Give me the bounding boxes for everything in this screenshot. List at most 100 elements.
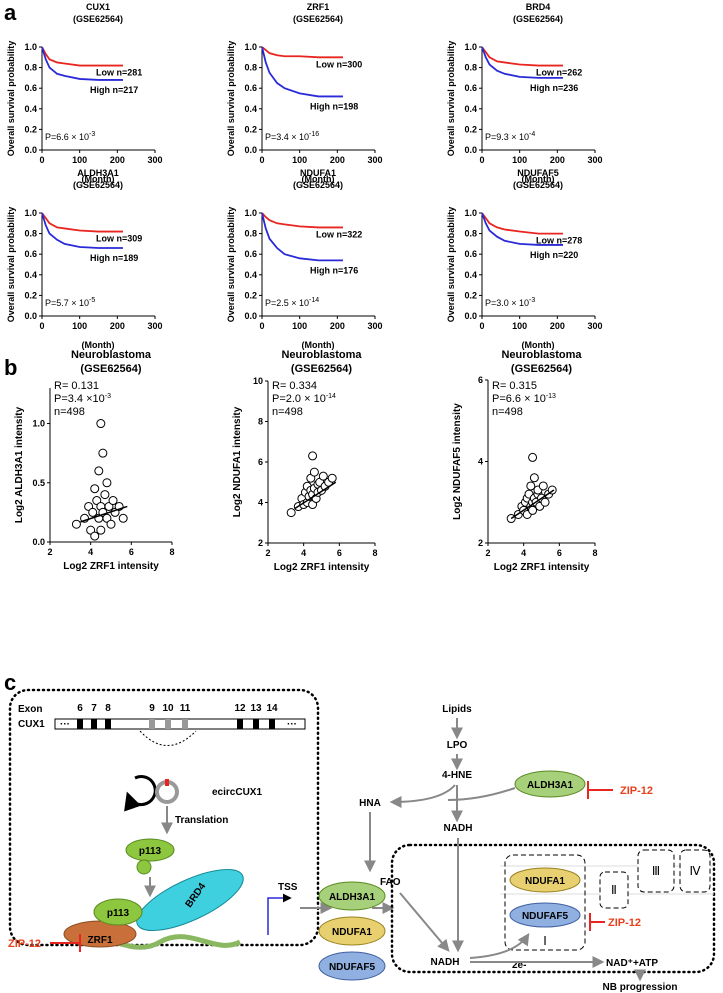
exon-dots: ··· (287, 719, 297, 730)
x-tick-label: 100 (512, 155, 527, 165)
x-tick-label: 100 (292, 321, 307, 331)
mitochondria-box (390, 843, 716, 974)
chart-title: ZRF1 (307, 2, 330, 12)
y-tick-label: 2 (478, 538, 483, 548)
legend-label: Low n=322 (316, 229, 362, 239)
p-value-exp: -13 (546, 393, 556, 400)
node-label: HNA (359, 798, 381, 809)
numeral: Ⅳ (689, 864, 700, 878)
target-label: NDUFA1 (332, 927, 372, 938)
exon-number: 8 (105, 703, 111, 714)
tss-arrow (267, 893, 292, 935)
x-tick-label: 300 (147, 321, 162, 331)
point (106, 519, 116, 529)
gene-label: CUX1 (18, 719, 45, 730)
y-tick-label: 0.0 (24, 311, 37, 321)
chart-title: BRD4 (526, 2, 551, 12)
x-tick-label: 0 (39, 321, 44, 331)
y-tick-label: 4 (478, 457, 483, 467)
exon-number: 7 (91, 703, 97, 714)
fit-line (80, 505, 128, 523)
x-tick-label: 200 (330, 155, 345, 165)
x-tick-label: 300 (367, 155, 382, 165)
y-tick-label: 0.6 (24, 83, 37, 93)
chart-title: ALDH3A1 (77, 168, 119, 178)
x-tick-label: 2 (47, 547, 52, 557)
y-axis-label: Log2 ALDH3A1 intensity (14, 406, 25, 523)
chart-title: CUX1 (86, 2, 110, 12)
subunit (509, 902, 581, 928)
legend-label: Low n=278 (536, 236, 582, 246)
survival-curve (41, 212, 123, 233)
legend-label: High n=220 (530, 250, 578, 260)
inhibitor: ZIP-12 (608, 917, 641, 929)
y-tick-label: 0.0 (464, 145, 477, 155)
p-value-text: P=2.5 × 10 (265, 298, 309, 308)
x-axis-label: (Month) (302, 174, 335, 184)
point (309, 467, 319, 477)
x-tick-label: 2 (485, 548, 490, 558)
chart-title: Neuroblastoma (281, 349, 362, 361)
legend-label: Low n=281 (96, 68, 142, 78)
x-axis-label: (Month) (82, 340, 115, 350)
p-value: P=3.4 ×10-3 (54, 393, 111, 405)
exon-number: 9 (149, 703, 155, 714)
p-value-exp: -5 (89, 297, 95, 304)
electrons: 2e- (512, 960, 526, 971)
p-value: P=5.7 × 10-5 (45, 297, 95, 308)
y-tick-label: 0.6 (244, 83, 257, 93)
y-tick-label: 0.2 (464, 290, 477, 300)
point (96, 525, 106, 535)
y-tick-label: 4 (258, 498, 263, 508)
target (318, 916, 386, 946)
p-value-text: P=6.6 × 10 (492, 393, 546, 405)
y-tick-label: 0.5 (32, 478, 45, 488)
chart-subtitle: (GSE62564) (511, 363, 572, 375)
y-tick-label: 0.4 (24, 270, 37, 280)
inhibitor: ZIP-12 (620, 785, 653, 797)
y-tick-label: 0.6 (24, 249, 37, 259)
inhibition (50, 934, 81, 952)
target-label: ALDH3A1 (329, 892, 376, 903)
y-tick-label: 1.0 (244, 42, 257, 52)
protein (125, 838, 175, 862)
y-tick-label: 0.0 (24, 145, 37, 155)
y-tick-label: 6 (258, 457, 263, 467)
node-label: 4-HNE (442, 770, 472, 781)
p-value: P=6.6 × 10-3 (45, 131, 95, 142)
exon-number: 14 (266, 703, 278, 714)
chart-subtitle: (GSE62564) (73, 180, 123, 190)
x-tick-label: 8 (592, 548, 597, 558)
complex-box (504, 854, 586, 951)
exon-label: Exon (18, 704, 42, 715)
survival-curve (41, 46, 123, 81)
chart-subtitle: (GSE62564) (291, 363, 352, 375)
y-axis-label: Overall survival probability (226, 207, 236, 323)
legend-label: High n=217 (90, 85, 138, 95)
x-tick-label: 4 (88, 547, 93, 557)
p-value-exp: -3 (89, 131, 95, 138)
y-tick-label: 0.4 (244, 270, 257, 280)
point (90, 531, 100, 541)
y-tick-label: 0.2 (24, 290, 37, 300)
numeral: Ⅲ (652, 864, 660, 878)
y-tick-label: 0.0 (32, 537, 45, 547)
arrow (447, 787, 516, 801)
survival-curve (261, 212, 343, 262)
junction (165, 779, 169, 786)
point (71, 519, 81, 529)
x-axis-label: Log2 ZRF1 intensity (274, 562, 370, 573)
exon-number: 10 (162, 703, 174, 714)
point (286, 508, 296, 518)
x-tick-label: 2 (265, 548, 270, 558)
x-axis-label: (Month) (82, 174, 115, 184)
y-tick-label: 0.6 (244, 249, 257, 259)
point (528, 452, 538, 462)
point (540, 497, 550, 507)
x-tick-label: 0 (479, 155, 484, 165)
gene-bar (54, 718, 306, 730)
p-value-exp: -4 (529, 131, 535, 138)
fit-line (510, 489, 555, 520)
y-tick-label: 2 (258, 538, 263, 548)
point (538, 481, 548, 491)
